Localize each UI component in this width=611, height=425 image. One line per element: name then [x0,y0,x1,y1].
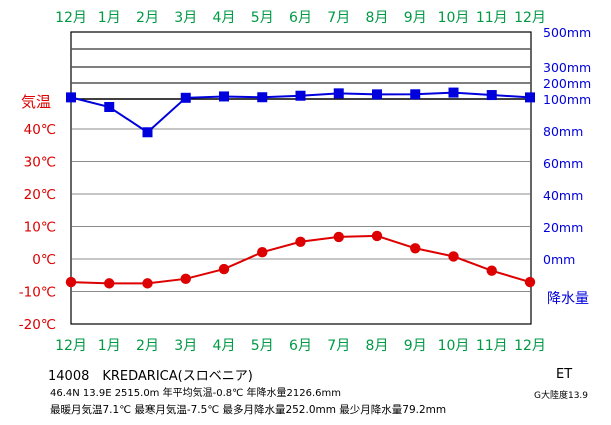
precipitation-point [333,88,344,99]
temperature-tick-label: 40℃ [24,122,56,138]
precipitation-point [104,102,115,112]
month-label: 7月 [327,10,350,26]
climate-class: ET [556,367,573,382]
temperature-axis-label: 気温 [21,93,51,111]
temperature-point [295,236,306,247]
temperature-point [448,251,459,262]
month-label: 5月 [251,10,274,26]
month-label: 10月 [438,10,470,26]
month-label: 2月 [136,10,159,26]
temperature-point [371,230,383,242]
temperature-point [333,231,344,243]
month-label: 1月 [98,10,121,26]
station-info-line-2: 最暖月気温7.1℃ 最寒月気温-7.5℃ 最多月降水量252.0mm 最少月降水… [50,404,447,416]
station-name: 14008 KREDARICA(スロベニア) [48,369,253,384]
temperature-point [410,243,421,254]
temperature-tick-label: -10℃ [19,285,56,301]
temperature-tick-label: 30℃ [24,155,56,171]
month-label: 12月 [55,10,87,26]
precipitation-axis-label: 降水量 [547,291,589,307]
precipitation-point [219,91,229,102]
bottom-month-labels: 12月 1月 2月 3月 4月 5月 6月 7月 8月 9月 10月 11月 12月 [55,338,546,354]
month-label: 11月 [476,338,508,354]
month-label: 6月 [289,338,312,354]
precipitation-point [448,87,459,98]
temperature-tick-label: 20℃ [24,187,56,203]
month-label: 2月 [136,338,159,354]
month-label: 8月 [366,10,389,26]
precipitation-point [410,89,421,100]
temperature-tick-label: 0℃ [32,252,56,268]
temperature-point [486,265,497,276]
precipitation-tick-label: 20mm [543,220,583,235]
precipitation-point [180,92,191,103]
month-label: 5月 [251,338,274,354]
precipitation-point [486,90,497,101]
month-label: 12月 [514,338,546,354]
month-label: 4月 [213,10,236,26]
precipitation-point [295,90,306,101]
precipitation-point [66,92,76,103]
temperature-point [180,273,191,285]
temperature-tick-label: 10℃ [24,220,56,236]
temperature-point [104,278,115,289]
month-label: 3月 [174,10,197,26]
month-label: 6月 [289,10,312,26]
precipitation-point [525,92,535,103]
precipitation-tick-label: 60mm [543,156,583,171]
temperature-point [218,263,230,275]
month-label: 7月 [327,338,350,354]
top-month-labels: 12月 1月 2月 3月 4月 5月 6月 7月 8月 9月 10月 11月 12月 [55,10,546,26]
series-lines [70,91,531,285]
precipitation-tick-label: 200mm [543,76,591,91]
precipitation-point [372,89,382,100]
month-label: 8月 [366,338,389,354]
temperature-point [524,276,536,288]
precipitation-tick-label: 40mm [543,188,583,203]
series-markers [65,87,536,289]
precipitation-point [142,127,153,138]
month-label: 4月 [213,338,236,354]
precipitation-tick-label: 80mm [543,124,583,139]
precipitation-tick-label: 0mm [543,252,575,267]
temperature-point [257,246,268,258]
precipitation-tick-label: 500mm [543,25,591,40]
precipitation-tick-label: 100mm [543,92,591,107]
temperature-axis-ticks: 40℃ 30℃ 20℃ 10℃ 0℃ -10℃ -20℃ [19,122,56,333]
month-label: 10月 [438,338,470,354]
plot-frame [70,31,532,325]
temperature-point [65,276,77,288]
grid-lines [70,31,532,325]
temperature-tick-label: -20℃ [19,317,56,333]
month-label: 9月 [404,10,427,26]
month-label: 9月 [404,338,427,354]
month-label: 1月 [98,338,121,354]
continentality: G大陸度13.9 [534,391,589,401]
month-label: 3月 [174,338,197,354]
month-label: 12月 [55,338,87,354]
temperature-point [142,278,153,289]
precipitation-point [257,92,268,103]
month-label: 11月 [476,10,508,26]
month-label: 12月 [514,10,546,26]
precipitation-tick-label: 300mm [543,60,591,75]
station-info-line-1: 46.4N 13.9E 2515.0m 年平均気温-0.8℃ 年降水量2126.… [50,388,341,399]
